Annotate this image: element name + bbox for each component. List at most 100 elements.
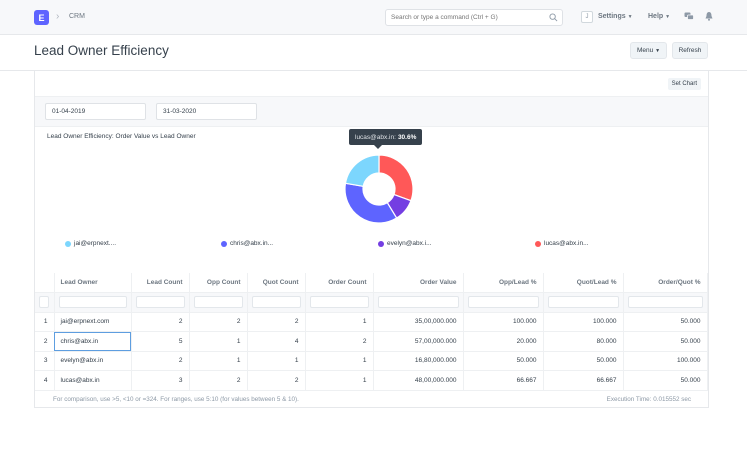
- donut-slice-lucas[interactable]: [378, 154, 414, 202]
- column-filter-input[interactable]: [547, 296, 619, 308]
- quot-count-cell[interactable]: 4: [247, 331, 306, 352]
- order-count-cell[interactable]: 1: [305, 351, 374, 371]
- quot-lead-cell[interactable]: 80.000: [543, 331, 624, 352]
- refresh-button[interactable]: Refresh: [672, 42, 708, 59]
- opp-lead-cell[interactable]: 100.000: [463, 312, 544, 332]
- order-quot-cell[interactable]: 50.000: [623, 312, 708, 332]
- column-filter-input[interactable]: [251, 296, 301, 308]
- legend-dot: [378, 240, 384, 247]
- row-select-all[interactable]: [35, 292, 55, 313]
- table-row[interactable]: 4 lucas@abx.in 3 2 2 1 48,00,000.000 66.…: [35, 370, 708, 391]
- order-value-cell[interactable]: 35,00,000.000: [373, 312, 464, 332]
- donut-slice-chris[interactable]: [344, 182, 398, 224]
- column-header[interactable]: Opp Count: [189, 273, 248, 293]
- quot-count-cell[interactable]: 1: [247, 351, 306, 371]
- breadcrumb-crm[interactable]: CRM: [69, 13, 85, 20]
- order-quot-cell[interactable]: 50.000: [623, 331, 708, 352]
- table-row[interactable]: 1 jai@erpnext.com 2 2 2 1 35,00,000.000 …: [35, 312, 708, 332]
- column-filter-input[interactable]: [467, 296, 539, 308]
- filter-cell: [54, 292, 132, 313]
- from-date-field[interactable]: 01-04-2019: [45, 103, 146, 120]
- table-row[interactable]: 2 chris@abx.in 5 1 4 2 57,00,000.000 20.…: [35, 331, 708, 352]
- bell-icon[interactable]: [705, 11, 713, 21]
- column-header[interactable]: Quot/Lead %: [543, 273, 624, 293]
- table-row[interactable]: 3 evelyn@abx.in 2 1 1 1 16,80,000.000 50…: [35, 351, 708, 371]
- legend-item: lucas@abx.in...: [535, 240, 589, 247]
- order-count-cell[interactable]: 2: [305, 331, 374, 352]
- set-chart-button[interactable]: Set Chart: [667, 78, 701, 90]
- caret-down-icon: ▼: [665, 14, 671, 20]
- legend-item: evelyn@abx.i...: [378, 240, 432, 247]
- search-bar[interactable]: [385, 9, 563, 26]
- quot-count-cell[interactable]: 2: [247, 312, 306, 332]
- opp-count-cell[interactable]: 1: [189, 331, 248, 352]
- order-quot-cell[interactable]: 100.000: [623, 351, 708, 371]
- lead-owner-cell[interactable]: evelyn@abx.in: [54, 351, 132, 371]
- donut-slice-jai[interactable]: [344, 154, 380, 188]
- column-filter-input[interactable]: [135, 296, 185, 308]
- column-header[interactable]: Order/Quot %: [623, 273, 708, 293]
- column-header[interactable]: Opp/Lead %: [463, 273, 544, 293]
- lead-count-cell[interactable]: 2: [131, 351, 190, 371]
- column-header[interactable]: Order Count: [305, 273, 374, 293]
- app-logo[interactable]: E: [34, 10, 49, 25]
- lead-count-cell[interactable]: 2: [131, 312, 190, 332]
- column-filter-input[interactable]: [193, 296, 243, 308]
- help-label: Help: [648, 13, 664, 20]
- row-index: 4: [35, 370, 55, 391]
- order-quot-cell[interactable]: 50.000: [623, 370, 708, 391]
- opp-lead-cell[interactable]: 20.000: [463, 331, 544, 352]
- table-header-row: Lead Owner Lead Count Opp Count Quot Cou…: [35, 273, 708, 293]
- column-filter-input[interactable]: [58, 296, 127, 308]
- menu-button[interactable]: Menu ▼: [630, 42, 667, 59]
- lead-count-cell[interactable]: 5: [131, 331, 190, 352]
- navbar: E › CRM J Settings▼ Help▼: [0, 0, 747, 35]
- settings-dropdown[interactable]: Settings ▼: [598, 13, 633, 20]
- column-filter-input[interactable]: [309, 296, 369, 308]
- lead-owner-cell[interactable]: jai@erpnext.com: [54, 312, 132, 332]
- opp-count-cell[interactable]: 1: [189, 351, 248, 371]
- filter-cell: [247, 292, 306, 313]
- quot-count-cell[interactable]: 2: [247, 370, 306, 391]
- quot-lead-cell[interactable]: 50.000: [543, 351, 624, 371]
- opp-lead-cell[interactable]: 66.667: [463, 370, 544, 391]
- column-filter-row: [35, 292, 708, 313]
- legend-label: jai@erpnext....: [74, 240, 117, 247]
- opp-count-cell[interactable]: 2: [189, 370, 248, 391]
- opp-count-cell[interactable]: 2: [189, 312, 248, 332]
- user-avatar[interactable]: J: [581, 11, 593, 23]
- filter-bar: 01-04-2019 31-03-2020: [35, 97, 708, 127]
- to-date-field[interactable]: 31-03-2020: [156, 103, 257, 120]
- order-count-cell[interactable]: 1: [305, 370, 374, 391]
- column-header[interactable]: Lead Count: [131, 273, 190, 293]
- column-header[interactable]: Lead Owner: [54, 273, 132, 293]
- order-value-cell[interactable]: 16,80,000.000: [373, 351, 464, 371]
- chevron-right-icon: ›: [56, 11, 60, 22]
- column-header[interactable]: Order Value: [373, 273, 464, 293]
- column-header[interactable]: Quot Count: [247, 273, 306, 293]
- order-value-cell[interactable]: 48,00,000.000: [373, 370, 464, 391]
- search-icon[interactable]: [549, 13, 558, 22]
- column-filter-input[interactable]: [377, 296, 459, 308]
- donut-chart[interactable]: [344, 154, 414, 224]
- legend-label: lucas@abx.in...: [544, 240, 589, 247]
- legend-dot: [535, 240, 541, 247]
- order-value-cell[interactable]: 57,00,000.000: [373, 331, 464, 352]
- quot-lead-cell[interactable]: 66.667: [543, 370, 624, 391]
- filter-help-text: For comparison, use >5, <10 or =324. For…: [53, 396, 299, 403]
- lead-count-cell[interactable]: 3: [131, 370, 190, 391]
- filter-cell: [189, 292, 248, 313]
- divider: [0, 70, 747, 71]
- column-filter-input[interactable]: [627, 296, 703, 308]
- order-count-cell[interactable]: 1: [305, 312, 374, 332]
- quot-lead-cell[interactable]: 100.000: [543, 312, 624, 332]
- search-input[interactable]: [391, 12, 541, 23]
- help-dropdown[interactable]: Help ▼: [648, 13, 670, 20]
- lead-owner-cell[interactable]: lucas@abx.in: [54, 370, 132, 391]
- lead-owner-cell[interactable]: chris@abx.in: [54, 331, 132, 352]
- legend-item: jai@erpnext....: [65, 240, 116, 247]
- select-all-checkbox[interactable]: [39, 296, 50, 308]
- opp-lead-cell[interactable]: 50.000: [463, 351, 544, 371]
- tooltip-arrow: [374, 145, 382, 149]
- chat-icon[interactable]: [684, 12, 694, 21]
